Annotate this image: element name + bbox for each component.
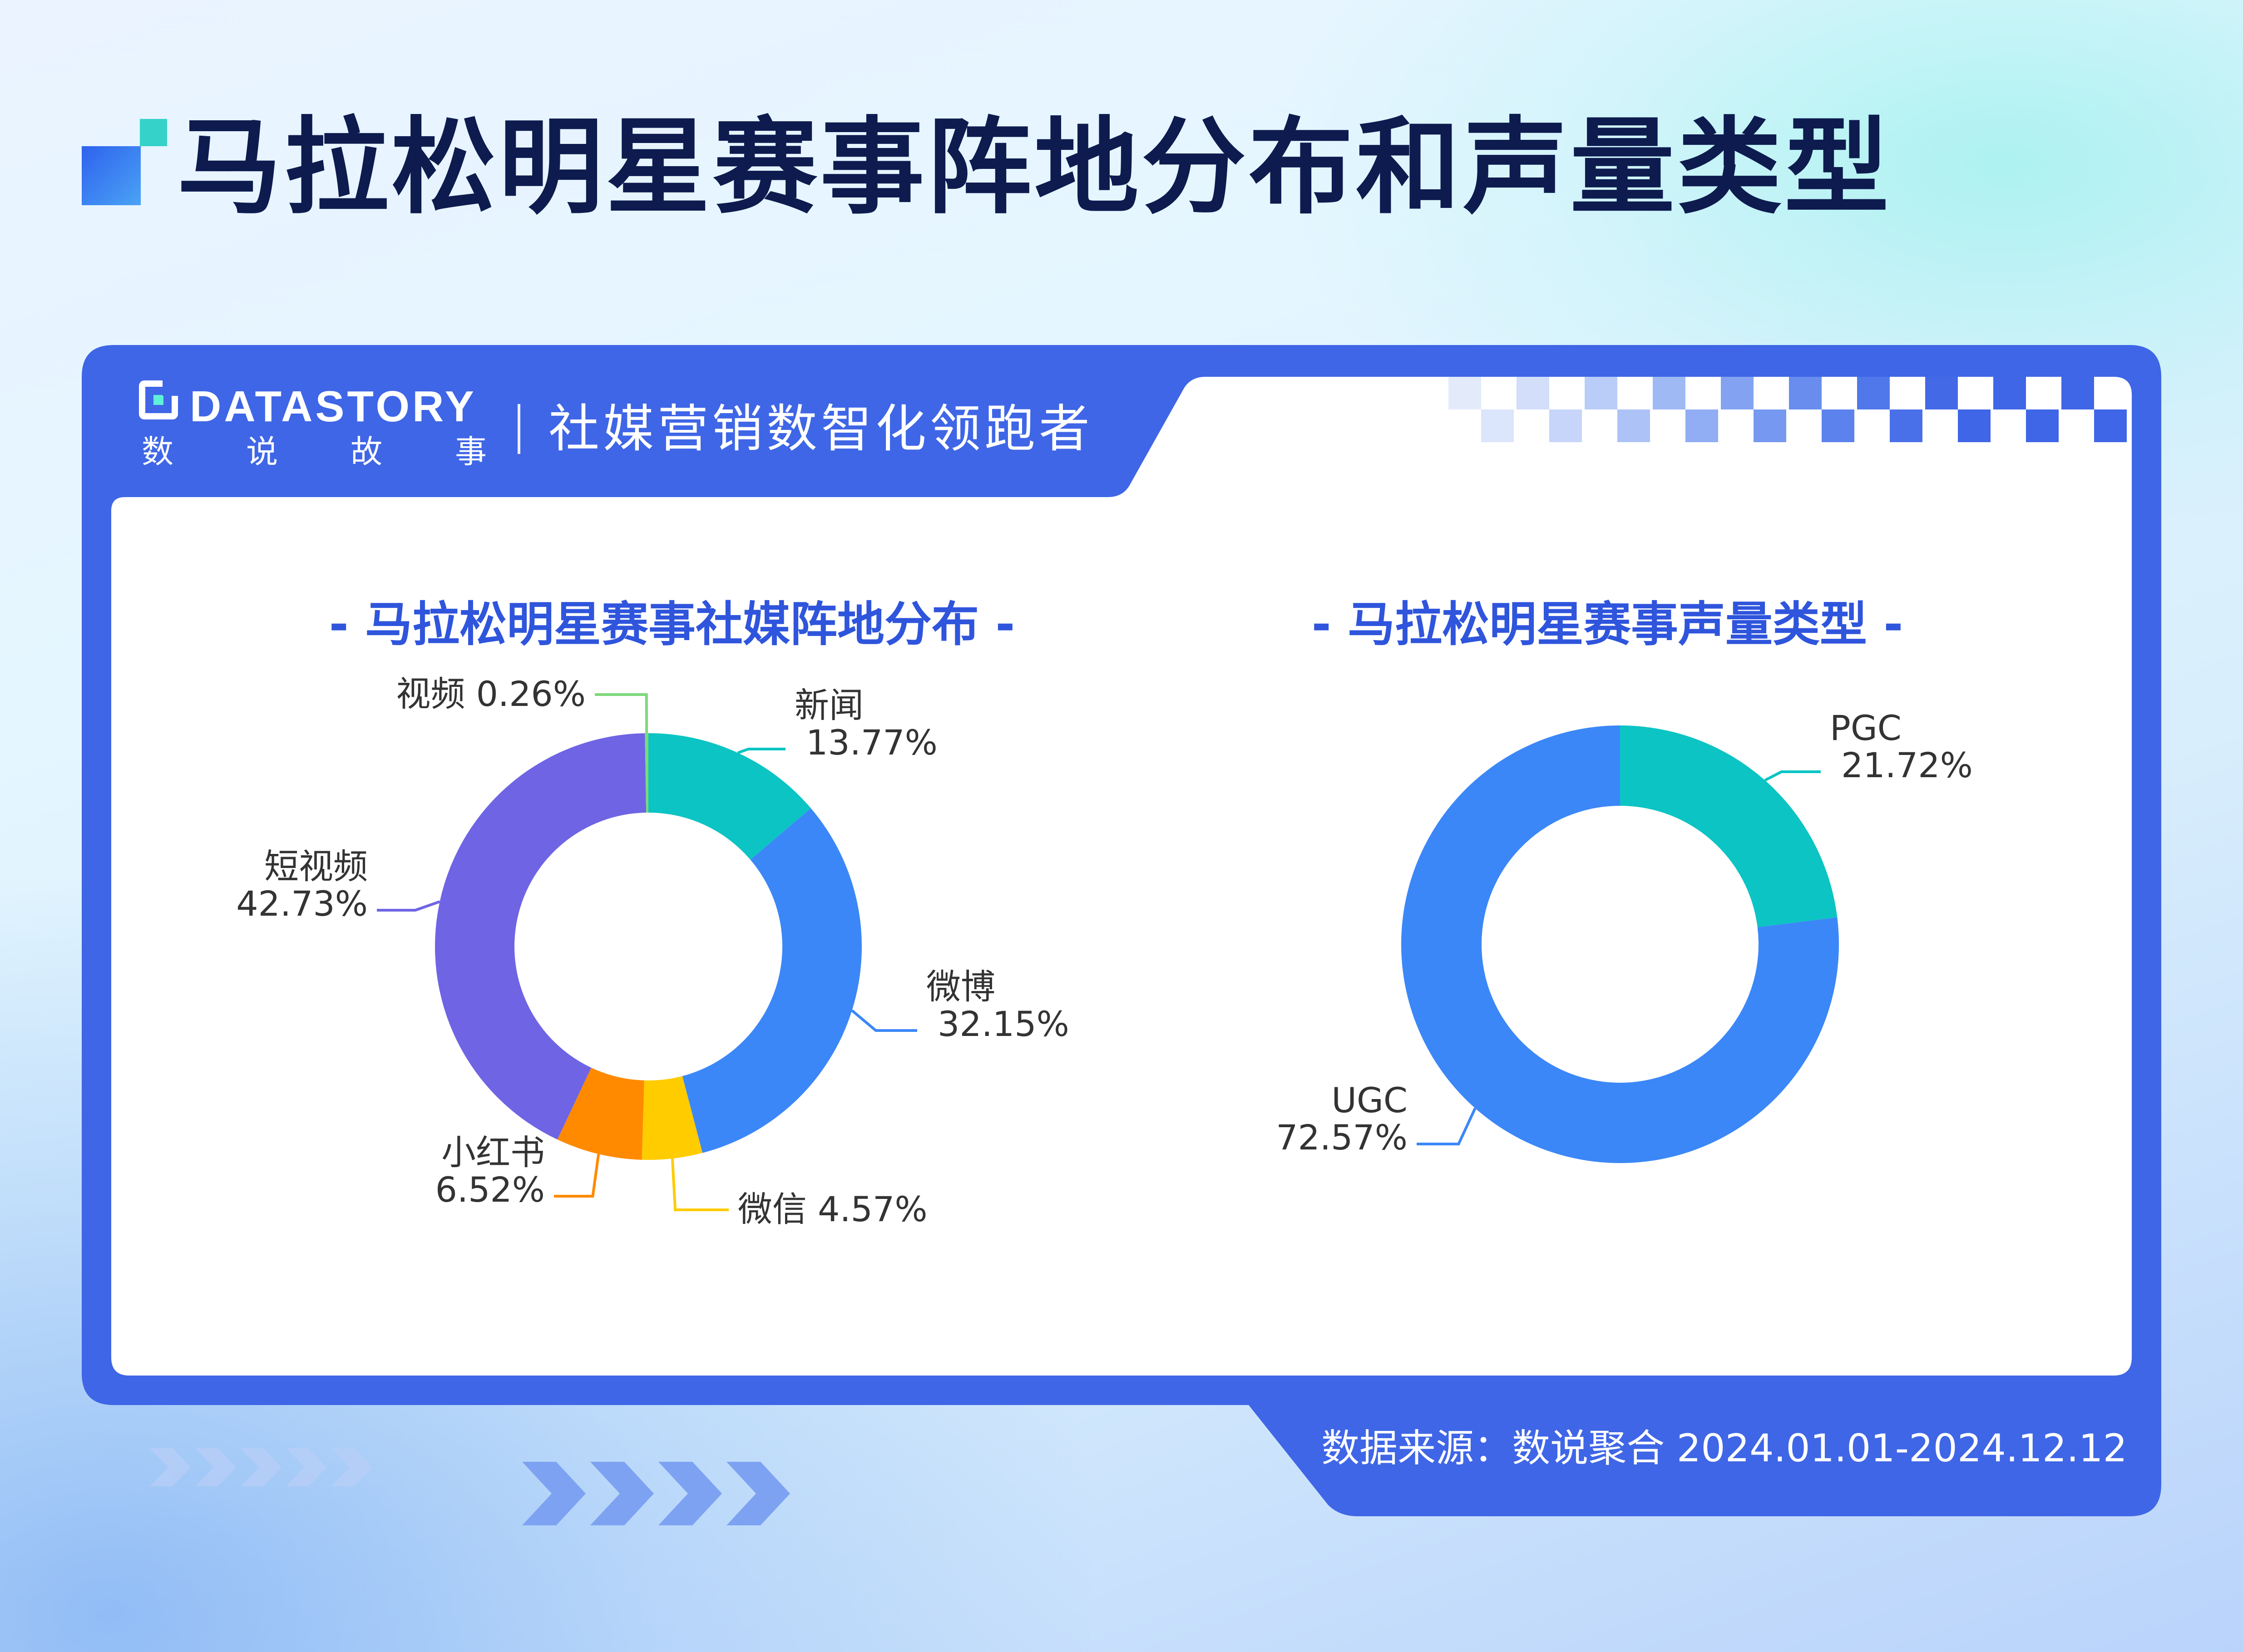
checker-pattern [1448,377,2127,442]
chart-title-platform: - 马拉松明星赛事社媒阵地分布 - [329,597,1015,652]
donut-slice-0-5 [645,733,648,813]
slice-value-label: 6.52% [435,1169,545,1210]
title-square-icon [82,119,168,205]
leader-line-0-0 [737,748,786,754]
brand-char: 说 [246,433,278,470]
leader-line-0-5 [595,693,648,734]
slice-label: 短视频 [264,846,368,887]
slice-label: 新闻 [795,685,864,725]
chart-title-voice-type: - 马拉松明星赛事声量类型 - [1311,597,1903,652]
donut-slice-1-1 [1401,725,1839,1163]
slice-label: PGC [1830,708,1902,748]
slice-label: 视频 0.26% [396,674,586,714]
brand-divider [518,404,520,454]
leader-line-1-1 [1417,1107,1477,1145]
donut-slice-0-2 [642,1076,703,1160]
brand-chinese-name: 数 说 故 事 [142,434,487,470]
slice-label: 微博 [926,967,995,1007]
slice-value-label: 32.15% [938,1004,1069,1044]
brand-char: 事 [455,433,487,470]
chevron-decoration-faint [150,1448,372,1486]
donut-slice-0-0 [648,733,811,860]
leader-line-0-4 [377,900,440,912]
slice-value-label: 13.77% [806,722,938,763]
page-title: 马拉松明星赛事阵地分布和声量类型 [177,107,1892,228]
leader-line-0-1 [851,1009,917,1032]
slice-value-label: 72.57% [1276,1117,1408,1158]
slice-value-label: 42.73% [236,883,368,924]
leader-line-1-0 [1764,770,1821,782]
chevron-decoration [522,1462,790,1525]
datastory-logo-icon [139,380,178,419]
donut-slice-1-0 [1620,725,1838,927]
data-source-note: 数据来源：数说聚合 2024.01.01-2024.12.12 [1321,1426,2127,1470]
donut-slice-0-4 [435,733,647,1140]
leader-line-0-2 [671,1158,729,1211]
donut-slice-0-1 [682,808,862,1153]
slice-label: 小红书 [441,1132,545,1173]
slice-label: UGC [1331,1080,1408,1120]
donut-slice-0-3 [557,1067,644,1160]
slice-label: 微信 4.57% [738,1189,928,1229]
slice-value-label: 21.72% [1841,745,1973,785]
brand-wordmark: DATASTORY [190,382,477,431]
brand-char: 故 [351,433,382,470]
brand-char: 数 [142,433,173,470]
brand-slogan: 社媒营销数智化领跑者 [548,399,1093,459]
leader-line-0-3 [554,1154,600,1198]
